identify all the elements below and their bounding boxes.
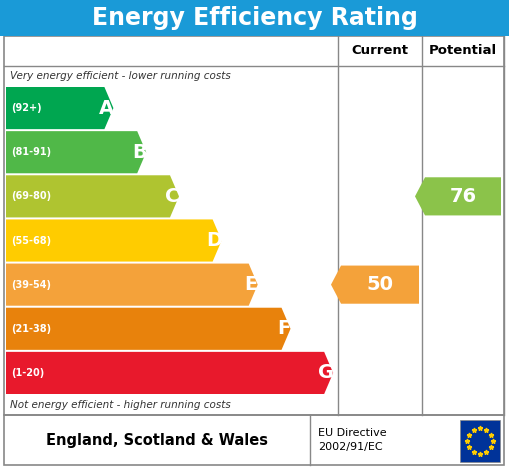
Polygon shape (331, 266, 419, 304)
Text: Current: Current (352, 44, 409, 57)
Polygon shape (6, 352, 333, 394)
Text: Very energy efficient - lower running costs: Very energy efficient - lower running co… (10, 71, 231, 81)
Polygon shape (6, 308, 291, 350)
Polygon shape (6, 219, 221, 262)
Text: D: D (207, 231, 223, 250)
Text: A: A (99, 99, 114, 118)
Bar (460, 420, 500, 462)
Text: (69-80): (69-80) (11, 191, 51, 201)
Text: E: E (244, 275, 258, 294)
Polygon shape (6, 175, 179, 218)
Text: Energy Efficiency Rating: Energy Efficiency Rating (92, 6, 417, 30)
Bar (4, 415, 504, 465)
Text: Potential: Potential (429, 44, 497, 57)
Text: C: C (165, 187, 179, 206)
Text: EU Directive
2002/91/EC: EU Directive 2002/91/EC (318, 428, 387, 452)
Text: (39-54): (39-54) (11, 280, 51, 290)
Text: England, Scotland & Wales: England, Scotland & Wales (46, 432, 268, 447)
Text: G: G (318, 363, 334, 382)
Polygon shape (415, 177, 501, 215)
Bar (0, 0, 509, 36)
Text: Not energy efficient - higher running costs: Not energy efficient - higher running co… (10, 400, 231, 410)
Text: (21-38): (21-38) (11, 324, 51, 334)
Text: (81-91): (81-91) (11, 147, 51, 157)
Text: 76: 76 (449, 187, 476, 206)
Text: (55-68): (55-68) (11, 235, 51, 246)
Text: F: F (277, 319, 290, 338)
Text: B: B (132, 143, 147, 162)
Text: (92+): (92+) (11, 103, 42, 113)
Polygon shape (6, 87, 114, 129)
Text: 50: 50 (366, 275, 393, 294)
Text: (1-20): (1-20) (11, 368, 44, 378)
Polygon shape (6, 263, 258, 306)
Bar (4, 36, 504, 415)
Polygon shape (6, 131, 146, 173)
